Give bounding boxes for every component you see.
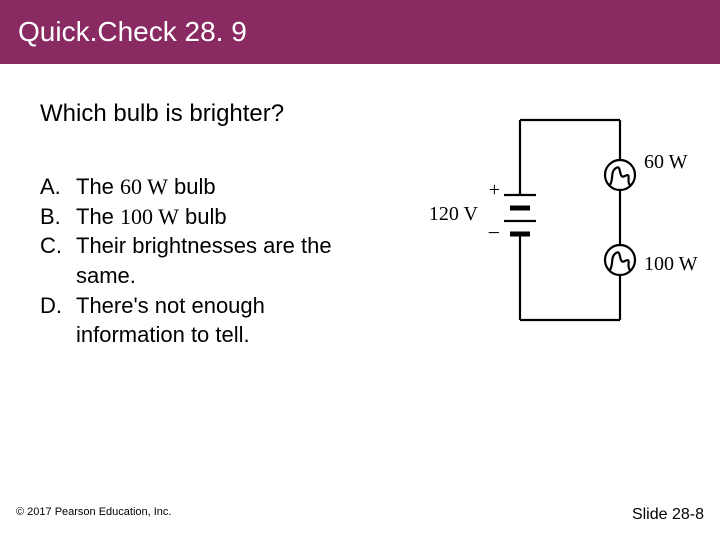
voltage-minus-label: − [488,220,500,245]
option-pre: Their brightnesses are the same. [76,233,332,288]
option-post: bulb [179,204,227,229]
option-letter: B. [40,202,76,232]
option-serif: 60 W [120,174,168,199]
option-letter: D. [40,291,76,350]
option-pre: The [76,204,120,229]
circuit-diagram: + − 120 V 60 W 100 W [400,100,700,350]
option-text: Their brightnesses are the same. [76,231,366,290]
bulb1-label: 60 W [644,151,688,173]
copyright-text: © 2017 Pearson Education, Inc. [16,506,171,524]
slide-number: Slide 28-8 [632,506,704,524]
voltage-plus-label: + [489,179,500,201]
footer: © 2017 Pearson Education, Inc. Slide 28-… [16,506,704,524]
option-letter: C. [40,231,76,290]
option-pre: There's not enough information to tell. [76,293,265,348]
option-text: There's not enough information to tell. [76,291,366,350]
bulb2-label: 100 W [644,253,698,275]
option-pre: The [76,174,120,199]
option-post: bulb [168,174,216,199]
option-letter: A. [40,172,76,202]
option-text: The 60 W bulb [76,172,216,202]
option-text: The 100 W bulb [76,202,227,232]
voltage-value-label: 120 V [429,203,479,225]
title-text: Quick.Check 28. 9 [18,16,247,48]
option-serif: 100 W [120,204,179,229]
title-bar: Quick.Check 28. 9 [0,0,720,64]
